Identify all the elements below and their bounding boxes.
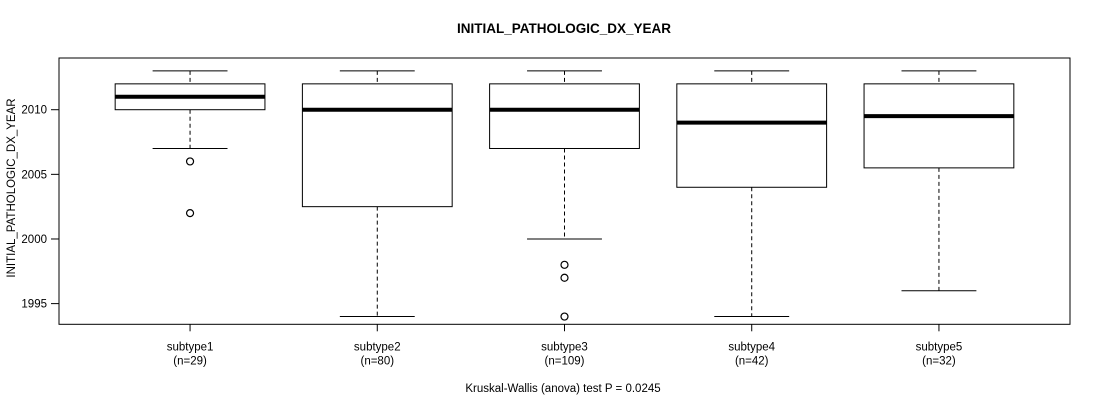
category-label: subtype2 (354, 341, 401, 353)
outlier-point (560, 260, 569, 269)
category-count-label: (n=80) (360, 355, 394, 367)
outlier-point (185, 209, 195, 218)
chart-title: INITIAL_PATHOLOGIC_DX_YEAR (457, 21, 671, 36)
box-iqr (863, 83, 1015, 169)
box-iqr (301, 83, 453, 208)
category-label: subtype5 (916, 341, 963, 353)
y-axis-tick-label: 2000 (21, 234, 47, 246)
category-label: subtype3 (541, 341, 588, 353)
y-axis-tick-label: 2010 (21, 105, 47, 117)
category-count-label: (n=109) (545, 355, 585, 367)
category-label: subtype4 (728, 341, 775, 353)
box-iqr (489, 83, 640, 149)
plot-area: 1995 2000 2005 2010 subtype1 (n=29) subtype2 (n… (21, 57, 1071, 367)
outlier-point (560, 312, 569, 321)
category-count-label: (n=29) (173, 355, 207, 367)
footnote-kruskal-wallis: Kruskal-Wallis (anova) test P = 0.0245 (465, 383, 660, 395)
outlier-point (185, 157, 195, 166)
y-axis-label: INITIAL_PATHOLOGIC_DX_YEAR (6, 98, 18, 277)
category-label: subtype1 (167, 341, 214, 353)
category-count-label: (n=42) (735, 355, 769, 367)
box-iqr (676, 83, 828, 188)
category-count-label: (n=32) (922, 355, 956, 367)
y-axis-tick-label: 1995 (21, 299, 47, 311)
outlier-point (560, 273, 569, 282)
y-axis-tick-label: 2005 (21, 169, 47, 181)
